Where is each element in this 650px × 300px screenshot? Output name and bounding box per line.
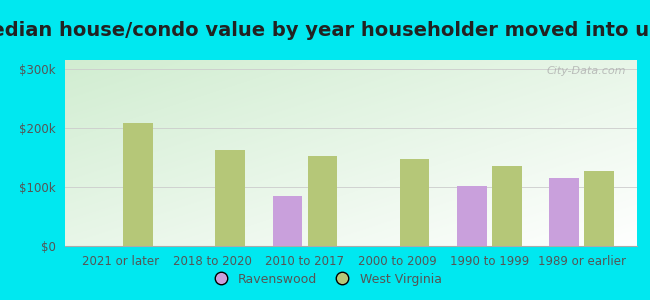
Bar (215, 150, 245, 246)
Bar (400, 159, 430, 246)
Legend: Ravenswood, West Virginia: Ravenswood, West Virginia (203, 268, 447, 291)
Bar (307, 156, 337, 246)
Bar (457, 186, 487, 246)
Bar (549, 178, 579, 246)
Text: City-Data.com: City-Data.com (546, 66, 625, 76)
Text: Median house/condo value by year householder moved into unit: Median house/condo value by year househo… (0, 21, 650, 40)
Bar (123, 123, 153, 246)
Bar (492, 166, 522, 246)
Bar (584, 171, 614, 246)
Bar (272, 196, 302, 246)
